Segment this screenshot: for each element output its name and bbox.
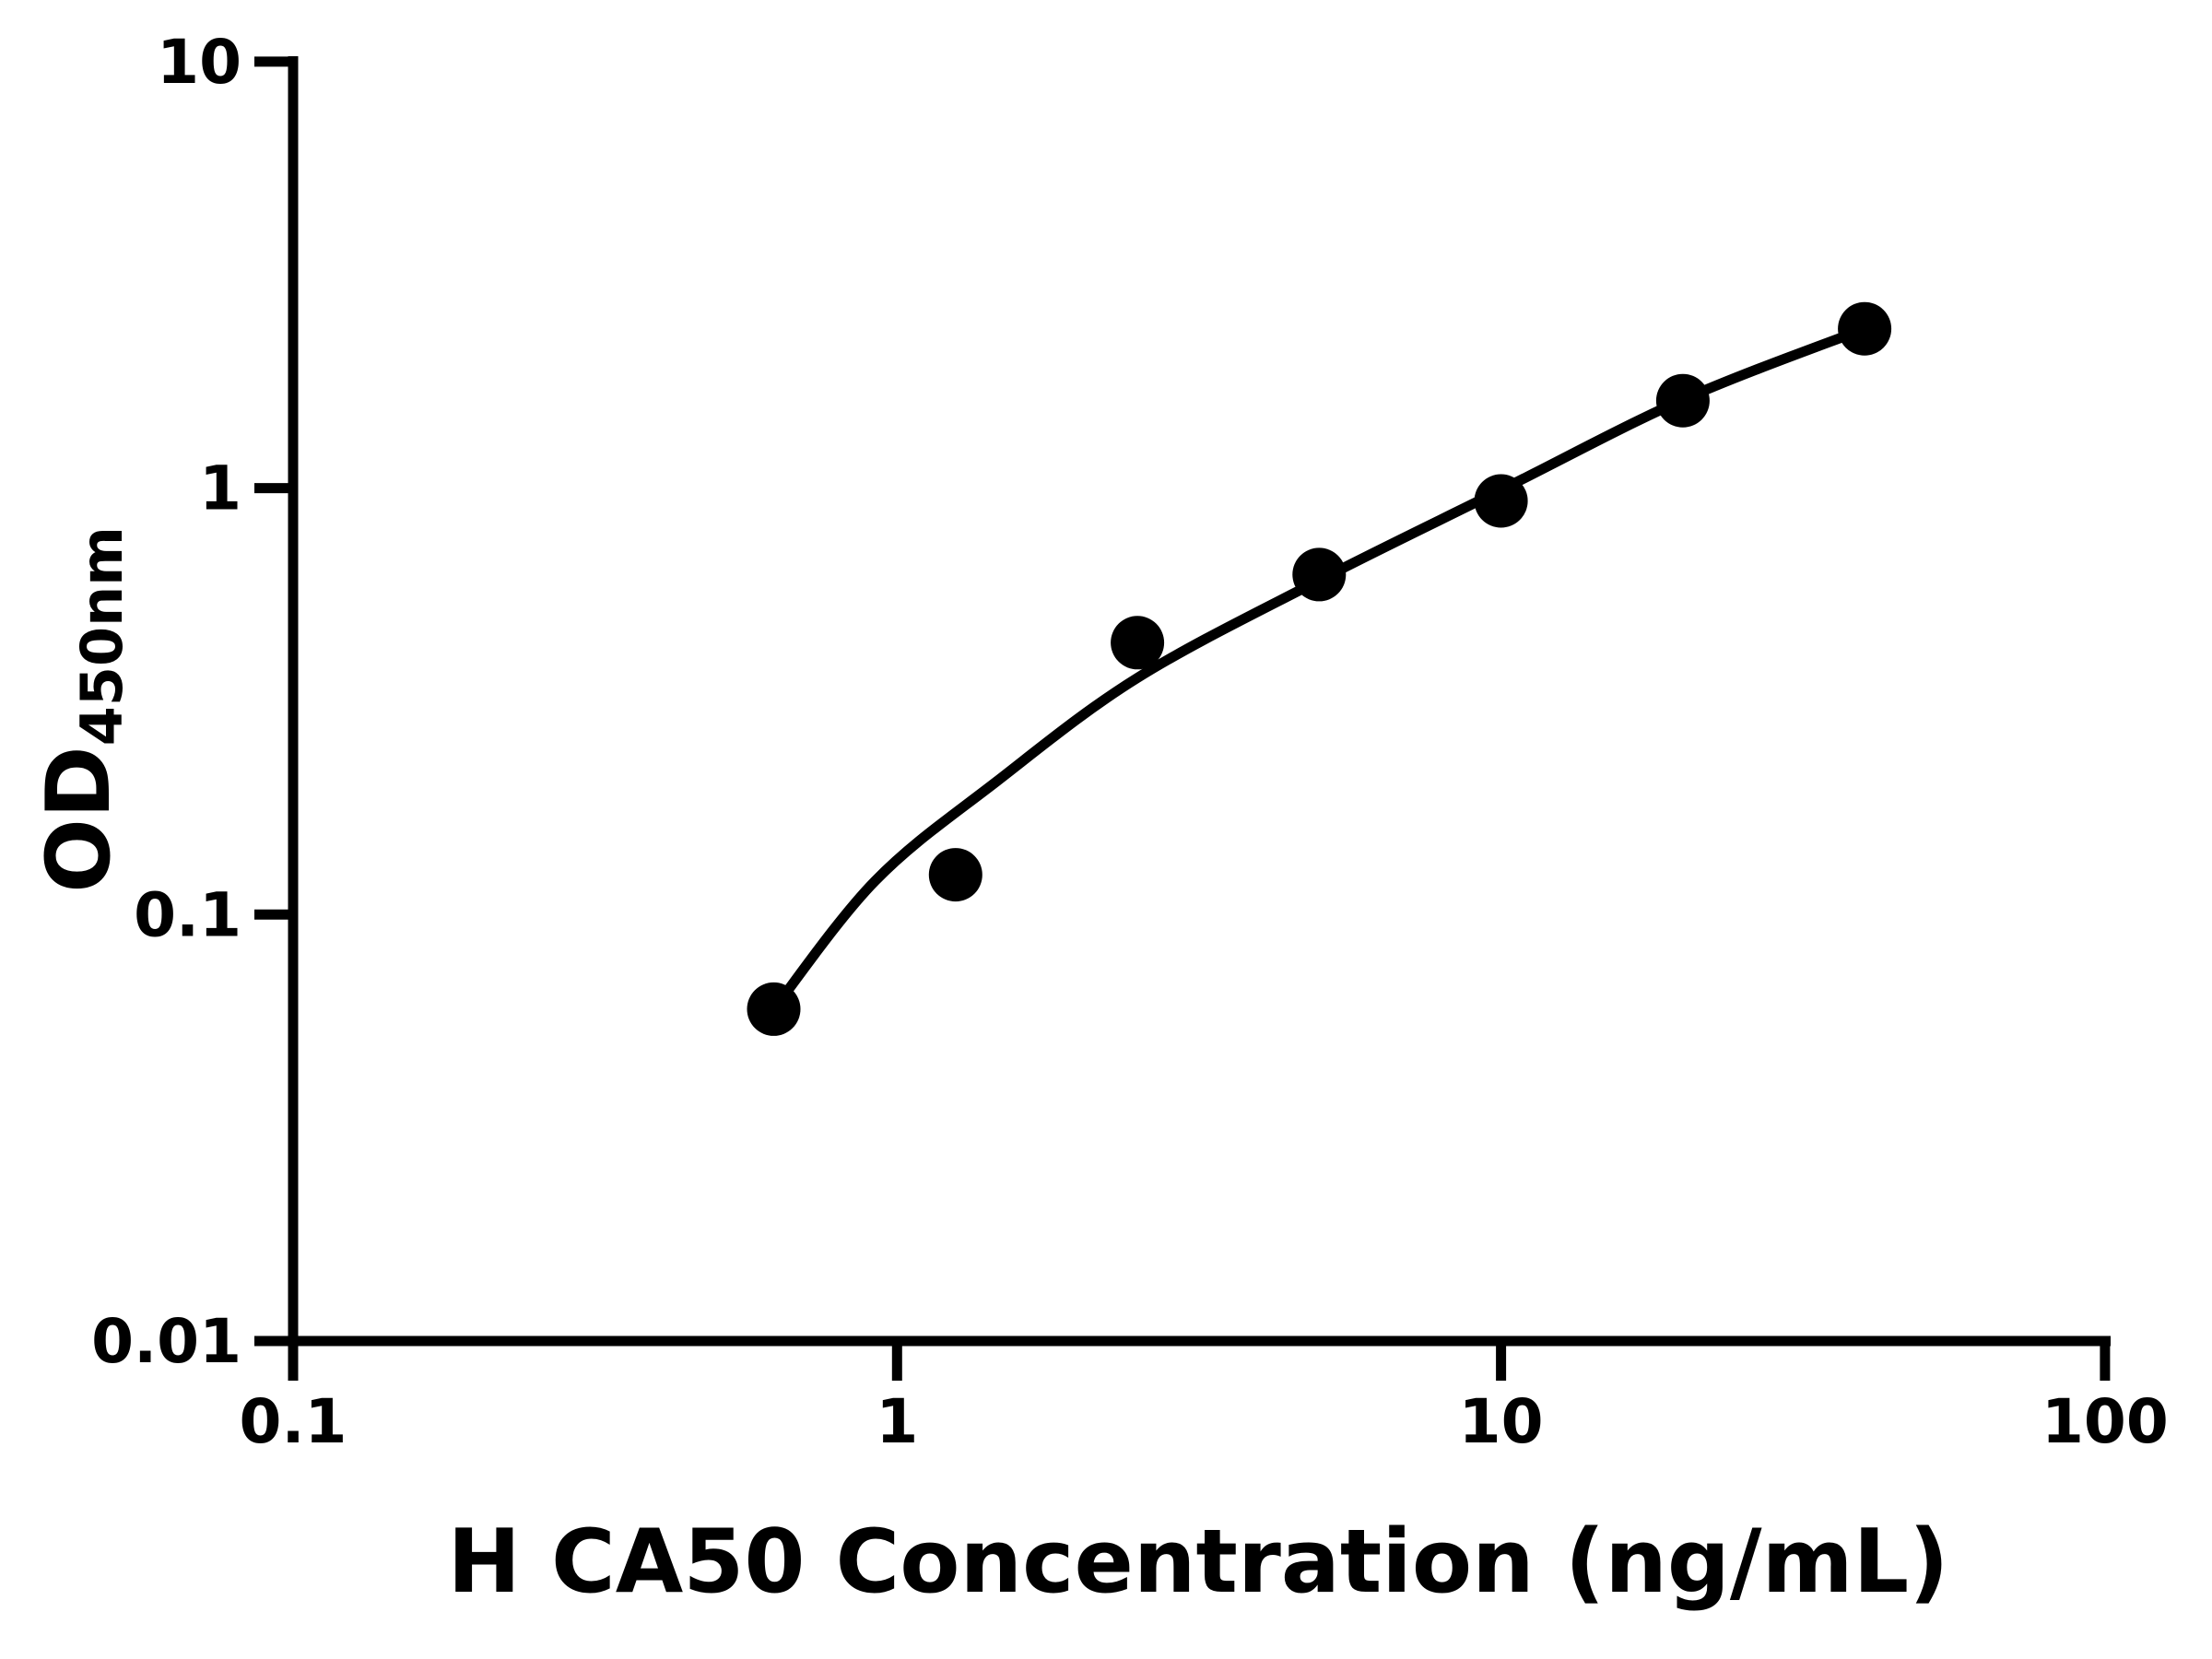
axes-group — [288, 56, 2111, 1347]
data-point-marker — [1111, 616, 1165, 670]
data-point-marker — [1474, 474, 1528, 528]
y-axis-title-base: OD — [29, 746, 130, 893]
y-tick-label: 0.01 — [91, 1306, 241, 1377]
data-point-marker — [1655, 373, 1710, 428]
fit-curve-group — [769, 324, 1870, 1015]
x-tick-label: 1 — [876, 1386, 918, 1457]
tick-labels-group: 10 1 0.1 0.01 0.1 1 10 100 — [91, 27, 2169, 1457]
y-tick-label: 10 — [157, 27, 241, 98]
x-tick-label: 0.1 — [240, 1386, 347, 1457]
data-point-marker — [1292, 547, 1347, 602]
y-tick-label: 1 — [199, 453, 241, 524]
y-axis-title: OD450nm — [29, 526, 135, 893]
y-tick-label: 0.1 — [134, 879, 241, 950]
data-points-group — [747, 301, 1892, 1036]
x-tick-label: 10 — [1459, 1386, 1544, 1457]
fit-curve-path — [769, 324, 1870, 1015]
x-tick-label: 100 — [2041, 1386, 2169, 1457]
ticks-group — [254, 56, 2111, 1381]
data-point-marker — [747, 982, 801, 1036]
data-point-marker — [928, 848, 982, 902]
y-axis-title-subscript: 450nm — [68, 526, 135, 746]
data-point-marker — [1838, 301, 1892, 356]
x-axis-title: H CA50 Concentration (ng/mL) — [447, 1512, 1948, 1613]
